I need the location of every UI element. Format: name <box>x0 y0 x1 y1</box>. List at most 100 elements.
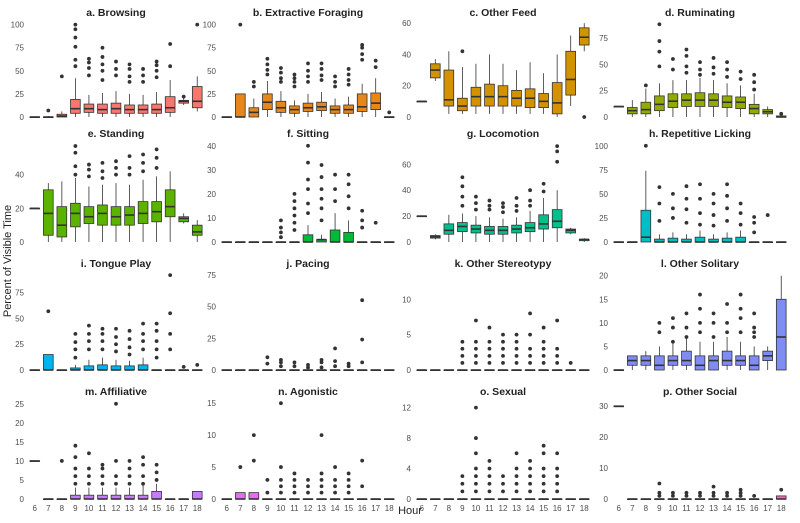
outlier-point <box>306 490 310 495</box>
box <box>164 96 176 113</box>
outlier-point <box>474 481 478 486</box>
outlier-point <box>73 481 78 486</box>
y-tick-label: 75 <box>15 289 24 298</box>
outlier-point <box>643 83 648 88</box>
outlier-point <box>555 353 560 358</box>
y-tick-label: 50 <box>207 67 216 76</box>
outlier-point <box>528 459 532 463</box>
outlier-point <box>87 167 91 172</box>
outlier-point <box>373 220 378 225</box>
panel-16: p. Other Social 0 10 20 30 6 7 8 9 10 11 12 13 14 15 16… <box>599 386 787 513</box>
panel-7: g. Locomotion 0 20 40 60 <box>402 128 590 247</box>
x-tick-label: 8 <box>60 504 65 513</box>
y-tick-label: 60 <box>402 160 411 169</box>
outlier-point <box>698 306 702 311</box>
outlier-point <box>501 353 505 358</box>
x-axis-label: Hour <box>398 505 422 517</box>
y-tick-label: 0 <box>407 238 412 247</box>
y-tick-label: 25 <box>207 334 216 343</box>
outlier-point <box>346 490 351 495</box>
box <box>640 209 652 243</box>
outlier-point <box>319 61 324 66</box>
panel-5: e. Standing 0 20 40 <box>15 128 203 247</box>
outlier-point <box>657 22 662 27</box>
y-tick-label: 0 <box>604 495 609 504</box>
outlier-point <box>698 60 702 65</box>
outlier-point <box>279 364 283 369</box>
outlier-point <box>501 481 505 486</box>
outlier-point <box>460 489 465 494</box>
outlier-point <box>127 154 132 159</box>
x-tick-label: 8 <box>252 504 257 513</box>
outlier-point <box>333 484 337 489</box>
box <box>151 490 162 500</box>
outlier-point <box>100 169 105 174</box>
outlier-point <box>738 211 743 216</box>
y-tick-label: 100 <box>203 21 217 30</box>
outlier-point <box>360 57 365 62</box>
panel-title: n. Agonistic <box>278 386 338 398</box>
y-tick-label: 0 <box>212 238 217 247</box>
outlier-point <box>100 55 105 59</box>
outlier-point <box>725 320 729 325</box>
box <box>302 234 314 243</box>
x-tick-label: 12 <box>112 504 121 513</box>
outlier-point <box>127 345 132 350</box>
outlier-point <box>306 484 310 489</box>
outlier-point <box>59 74 64 79</box>
outlier-point <box>154 155 159 160</box>
y-tick-label: 40 <box>207 142 216 151</box>
outlier-point <box>474 207 478 212</box>
box <box>640 101 652 115</box>
panel-12: l. Other Solitary 0 5 10 15 20 <box>599 258 787 375</box>
outlier-point <box>684 311 689 316</box>
outlier-point <box>474 466 478 471</box>
outlier-point <box>127 459 132 463</box>
outlier-point <box>711 213 716 217</box>
x-tick-label: 11 <box>290 504 299 513</box>
x-tick-label: 15 <box>152 504 161 513</box>
outlier-point <box>684 53 689 58</box>
outlier-point <box>168 42 173 46</box>
outlier-point <box>154 321 159 326</box>
outlier-point <box>154 478 159 482</box>
x-tick-label: 17 <box>566 504 575 513</box>
x-tick-label: 7 <box>433 504 438 513</box>
outlier-point <box>154 339 159 344</box>
outlier-point <box>528 466 532 471</box>
outlier-point <box>657 39 662 43</box>
outlier-point <box>87 347 91 352</box>
outlier-point <box>698 320 702 325</box>
y-tick-label: 75 <box>207 271 216 280</box>
outlier-point <box>319 357 324 362</box>
outlier-point <box>698 67 702 72</box>
outlier-point <box>141 455 145 460</box>
outlier-point <box>541 325 546 330</box>
outlier-point <box>265 490 270 495</box>
outlier-point <box>279 230 283 235</box>
outlier-point <box>114 401 118 406</box>
outlier-point <box>141 474 145 479</box>
y-tick-label: 0 <box>407 495 412 504</box>
outlier-point <box>141 169 145 174</box>
box <box>443 223 455 235</box>
outlier-point <box>555 144 560 149</box>
box <box>178 216 189 223</box>
outlier-point <box>514 481 519 486</box>
outlier-point <box>725 193 729 198</box>
outlier-point <box>319 365 324 370</box>
outlier-point <box>73 347 78 352</box>
outlier-point <box>671 316 675 321</box>
outlier-point <box>73 455 78 460</box>
outlier-point <box>752 87 757 92</box>
panel-10: j. Pacing 0 25 50 75 <box>207 258 395 375</box>
outlier-point <box>460 339 465 344</box>
outlier-point <box>373 65 378 70</box>
outlier-point <box>360 218 365 223</box>
outlier-point <box>684 207 689 212</box>
x-tick-label: 6 <box>617 504 622 513</box>
x-tick-label: 8 <box>447 504 452 513</box>
y-tick-label: 75 <box>15 44 24 53</box>
outlier-point <box>168 332 173 336</box>
outlier-point <box>306 363 310 367</box>
